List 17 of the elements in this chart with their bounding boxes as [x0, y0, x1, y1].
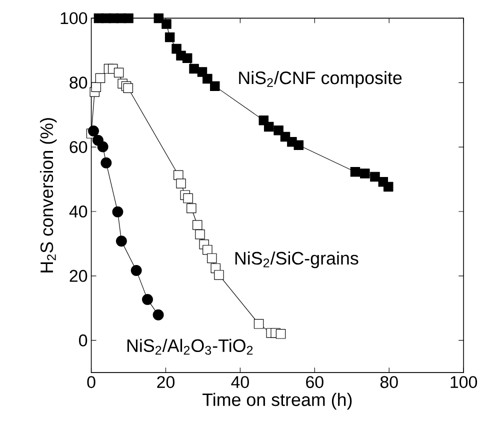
y-tick-label: 40 [69, 205, 88, 218]
x-tick-label: 0 [87, 376, 96, 388]
legend-label: NiS$_{2}$/Al$_{2}$O$_{3}$-TiO$_{2}$ [127, 338, 253, 355]
x-tick-label: 20 [157, 376, 174, 388]
y-tick-label: 80 [70, 76, 88, 89]
y-tick-label: 20 [70, 270, 88, 282]
series-label: NiS$_{2}$/CNF composite [239, 71, 402, 88]
y-axis-title: H$_{2}$S conversion (%) [40, 118, 57, 272]
x-axis-title: Time on stream (h) [202, 392, 352, 410]
x-tick-label: 80 [380, 376, 398, 388]
y-tick-label: 60 [70, 141, 88, 154]
x-tick-label: 100 [450, 376, 478, 388]
x-tick-label: 40 [231, 376, 249, 388]
y-tick-label: 0 [79, 334, 88, 346]
y-tick-label: 100 [60, 12, 88, 24]
series-label: NiS$_{2}$/SiC-grains [235, 251, 358, 268]
x-tick-label: 60 [306, 376, 324, 388]
